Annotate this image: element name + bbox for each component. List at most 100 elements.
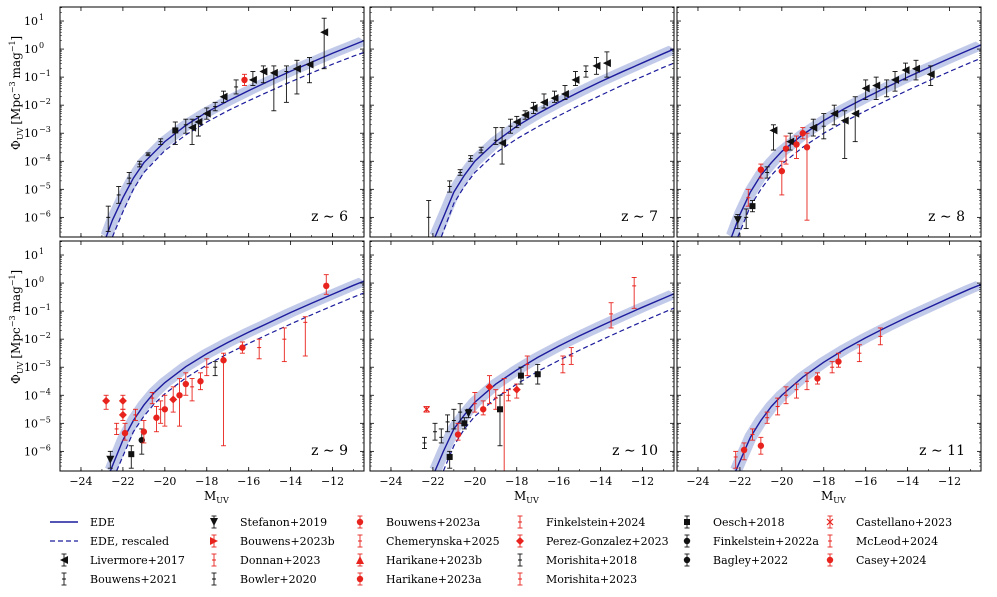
y-axis-title: ΦUV [Mpc−3 mag−1] [8,270,25,384]
y-axis-title-part: −1 [8,40,17,52]
ede-uncertainty-band [105,277,364,471]
y-axis-title-part: Φ [9,374,23,384]
data-point [529,101,538,115]
y-axis-title-part: −3 [8,81,17,93]
marker-square [517,372,524,379]
data-point [432,422,438,441]
y-tick-exponent: 1 [39,13,44,22]
ede-rescaled-line [442,307,674,471]
marker-diamond [118,410,127,419]
marker-circle [197,378,204,385]
data-point [749,428,755,441]
ede-uncertainty-band [726,41,981,237]
data-point [256,338,262,360]
legend-entry: EDE, rescaled [50,535,169,548]
y-tick-label: 10 [24,99,38,112]
marker-triangle-down [106,455,115,464]
x-tick-label: −14 [896,475,919,488]
data-point [592,57,601,75]
y-tick-exponent: 1 [39,247,44,256]
x-tick-label: −16 [854,475,877,488]
ede-model-line [105,40,364,237]
x-tick-label: −20 [153,475,176,488]
y-axis-title-part: Φ [9,140,23,150]
legend-entry: Perez-Gonzalez+2023 [516,534,669,548]
data-point [793,135,800,159]
data-point [239,341,246,354]
panel-frame [369,240,675,472]
x-tick-label: −12 [631,475,654,488]
marker-circle [121,429,129,437]
marker-circle [757,442,765,449]
legend-entry: Bouwens+2023a [356,515,481,529]
y-tick-exponent: 0 [39,41,44,50]
marker-triangle-left [529,103,538,112]
legend-label: EDE [90,516,115,529]
legend-entry: Finkelstein+2022a [683,534,819,548]
data-point [259,65,268,84]
data-point [126,172,132,185]
marker-circle [239,344,246,351]
data-point [782,135,790,165]
data-point [132,408,138,421]
data-point [118,394,127,410]
data-point [219,90,228,103]
marker-circle [799,130,806,137]
marker-x [423,405,431,413]
x-tick-label: −24 [686,475,709,488]
legend-label: Bouwens+2021 [90,573,178,586]
data-point [493,389,499,410]
data-point [524,355,530,377]
data-point [283,65,289,103]
legend-label: Finkelstein+2024 [546,516,645,529]
data-point [438,428,444,444]
data-point [182,372,189,396]
y-tick-label: 10 [24,417,38,430]
data-point [426,200,432,237]
marker-triangle-left [540,98,549,107]
y-axis-title-part: −1 [8,274,17,286]
legend-label: Donnan+2023 [240,554,320,567]
x-tick-label: −20 [463,475,486,488]
data-point [292,59,301,95]
marker-circle [782,145,790,152]
redshift-label: z ∼ 10 [612,443,658,459]
legend-entry: Bowler+2020 [211,572,317,586]
data-point [485,375,494,405]
y-tick-exponent: −4 [39,153,51,162]
marker-triangle-down [733,216,742,225]
marker-circle [683,537,691,545]
data-point [512,115,521,129]
data-point [305,57,314,84]
data-point [775,397,781,416]
marker-circle [826,556,834,564]
data-point [814,372,821,385]
y-axis-title-part: mag [9,286,23,313]
marker-triangle-left [571,75,580,84]
marker-circle [454,431,462,438]
ede-rescaled-line [440,62,674,237]
x-tick-label: −18 [195,475,218,488]
data-point [161,394,169,427]
data-point [169,386,178,413]
x-tick-label: −14 [589,475,612,488]
legend-label: Oesch+2018 [713,516,785,529]
legend-entry: Castellano+2023 [826,515,952,529]
marker-diamond [516,537,524,545]
panel-z11: −24 −22 −20 −18 −16 −14 −12 z ∼ 11 MUV [676,240,982,505]
legend-entry: EDE [50,516,115,529]
legend-entry: Livermore+2017 [60,553,185,567]
data-point [764,166,770,179]
y-tick-exponent: −3 [39,125,51,134]
data-point [560,355,566,374]
legend-label: Stefanon+2019 [240,516,327,529]
y-axis-title-part: UV [16,361,25,374]
legend-label: Perez-Gonzalez+2023 [546,535,669,548]
data-point [912,59,921,81]
legend-entry: Harikane+2023a [356,572,482,586]
marker-circle [740,446,748,454]
x-tick-label: −22 [728,475,751,488]
panel-frame [369,6,675,238]
marker-circle [356,518,364,526]
